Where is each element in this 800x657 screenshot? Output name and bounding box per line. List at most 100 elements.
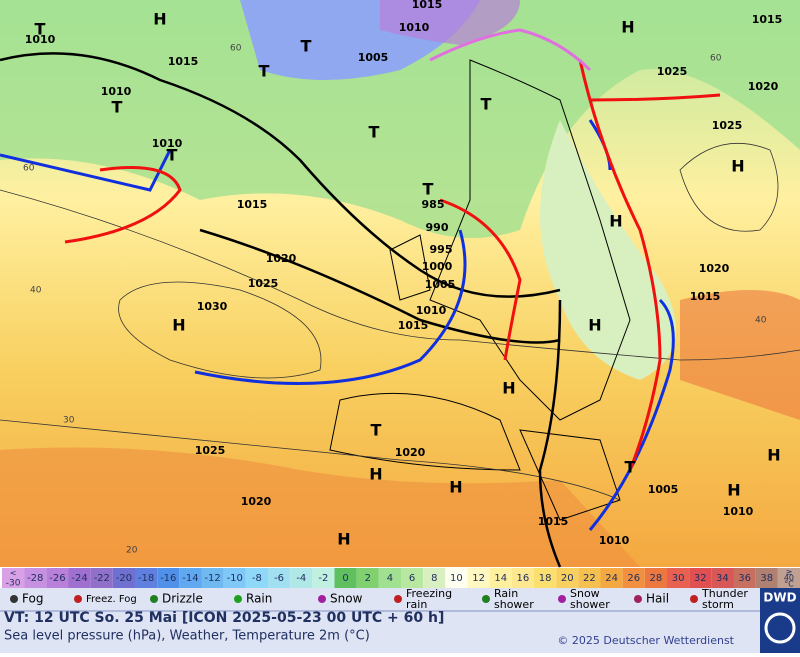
legend-label: Drizzle [162, 592, 203, 606]
scale-label: -16 [160, 573, 176, 584]
pressure-label: 1020 [748, 80, 779, 93]
pressure-label: 1000 [422, 260, 453, 273]
low-pressure: T [112, 98, 123, 117]
pressure-label: 1020 [266, 252, 297, 265]
legend-icon [558, 595, 566, 603]
scale-label: -18 [138, 573, 154, 584]
scale-cell [135, 568, 158, 588]
scale-label: -26 [49, 573, 65, 584]
scale-label: 6 [409, 573, 415, 584]
scale-label: 32 [694, 573, 707, 584]
scale-cell [600, 568, 623, 588]
scale-label: 16 [517, 573, 530, 584]
scale-cell [644, 568, 667, 588]
scale-label: -4 [296, 573, 306, 584]
scale-cell [201, 568, 224, 588]
pressure-label: 990 [426, 221, 449, 234]
pressure-label: 1030 [197, 300, 228, 313]
scale-label: -14 [182, 573, 198, 584]
scale-cell [290, 568, 313, 588]
high-pressure: H [621, 18, 634, 37]
legend-icon [690, 595, 698, 603]
high-pressure: H [588, 316, 601, 335]
pressure-label: 1025 [195, 444, 226, 457]
pressure-label: 1010 [416, 304, 447, 317]
scale-prefix: ≥ [786, 568, 793, 577]
scale-cell [378, 568, 401, 588]
legend-label: Snow shower [570, 587, 610, 611]
scale-cell [24, 568, 47, 588]
scale-label: -6 [274, 573, 284, 584]
latitude-label: 30 [63, 416, 75, 426]
scale-label: -12 [204, 573, 220, 584]
high-pressure: H [153, 10, 166, 29]
scale-cell [578, 568, 601, 588]
pressure-label: 1010 [723, 505, 754, 518]
scale-cell [556, 568, 579, 588]
scale-label: 14 [494, 573, 507, 584]
pressure-label: 1020 [699, 262, 730, 275]
scale-label: -20 [116, 573, 132, 584]
scale-cell [445, 568, 468, 588]
scale-cell [511, 568, 534, 588]
high-pressure: H [727, 481, 740, 500]
pressure-label: 1025 [248, 277, 279, 290]
subtitle: Sea level pressure (hPa), Weather, Tempe… [4, 629, 370, 644]
pressure-label: 995 [430, 243, 453, 256]
scale-cell [401, 568, 424, 588]
scale-cell [268, 568, 291, 588]
high-pressure: H [609, 212, 622, 231]
scale-label: 10 [450, 573, 463, 584]
low-pressure: T [35, 20, 46, 39]
valid-time: VT: 12 UTC So. 25 Mai [ICON 2025-05-23 0… [4, 610, 444, 626]
scale-label: -24 [71, 573, 87, 584]
pressure-label: 1015 [168, 55, 199, 68]
scale-label: 30 [672, 573, 685, 584]
legend-label: Rain shower [494, 587, 534, 611]
scale-label: 36 [738, 573, 751, 584]
high-pressure: H [369, 465, 382, 484]
scale-cell [46, 568, 69, 588]
scale-label: -2 [318, 573, 328, 584]
pressure-label: 1020 [395, 446, 426, 459]
scale-cell [489, 568, 512, 588]
pressure-label: 1010 [152, 137, 183, 150]
scale-label: 18 [539, 573, 552, 584]
scale-cell [689, 568, 712, 588]
low-pressure: T [625, 458, 636, 477]
scale-label: 2 [365, 573, 371, 584]
scale-label: 8 [431, 573, 437, 584]
latitude-label: 40 [755, 316, 767, 326]
scale-cell [334, 568, 357, 588]
legend-icon [74, 595, 82, 603]
legend-icon [234, 595, 242, 603]
temperature-scale: <-30 -28 -26 -24 -22 -20 -18 -16 -14 -12 -10 -8 -6 -4… [2, 568, 800, 589]
legend-label: Freez. Fog [86, 594, 137, 605]
scale-cell [68, 568, 91, 588]
scale-cell [2, 568, 25, 588]
scale-cell [179, 568, 202, 588]
scale-label: 24 [605, 573, 618, 584]
pressure-label: 1005 [425, 278, 456, 291]
latitude-label: 60 [23, 164, 35, 174]
scale-cell [90, 568, 113, 588]
latitude-label: 60 [230, 44, 242, 54]
pressure-label: 1010 [25, 33, 56, 46]
scale-label: -28 [27, 573, 43, 584]
scale-unit: °C [784, 580, 794, 589]
legend-icon [150, 595, 158, 603]
high-pressure: H [449, 478, 462, 497]
legend-label: Fog [22, 592, 43, 606]
low-pressure: T [301, 37, 312, 56]
high-pressure: H [172, 316, 185, 335]
low-pressure: T [369, 123, 380, 142]
pressure-label: 1005 [648, 483, 679, 496]
scale-cell [667, 568, 690, 588]
legend-label: Thunder storm [701, 587, 748, 611]
pressure-label: 1005 [358, 51, 389, 64]
legend-label: Freezing rain [406, 587, 452, 611]
legend: Fog Freez. Fog Drizzle Rain Snow Freezing rain… [10, 587, 748, 611]
scale-label: -22 [94, 573, 110, 584]
legend-label: Hail [646, 592, 669, 606]
